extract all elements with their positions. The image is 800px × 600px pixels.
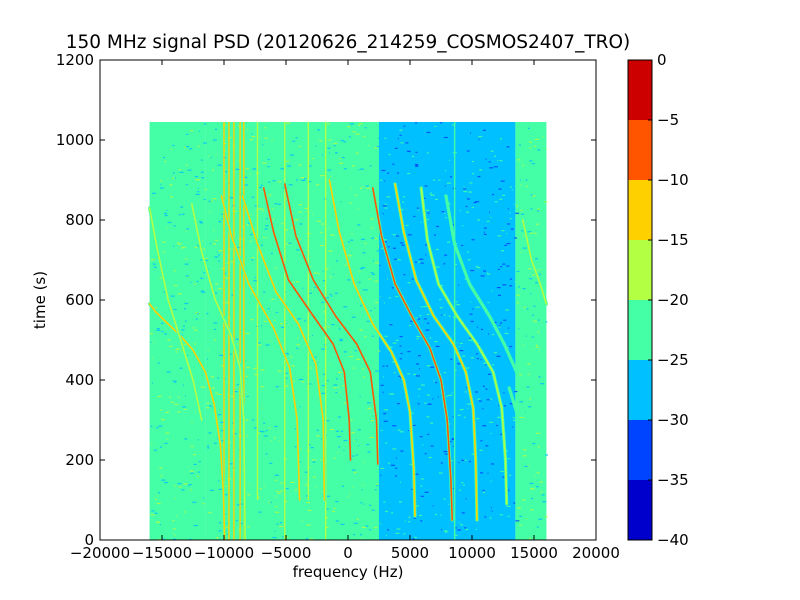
- y-tick-label: 800: [65, 211, 94, 229]
- x-tick-label: 0: [343, 544, 353, 562]
- y-tick-label: 0: [84, 531, 94, 549]
- y-axis: 0 200 400 600 800 1000 1200: [56, 51, 596, 549]
- y-tick-label: 1200: [56, 51, 94, 69]
- doppler-trace-6: [284, 183, 379, 465]
- doppler-trace-10: [420, 187, 508, 505]
- doppler-trace-1: [148, 207, 203, 421]
- x-axis: −20000 −15000 −10000 −5000 0 5000 10000 15000 20…: [70, 60, 620, 562]
- colorbar-tick-label: −30: [657, 411, 689, 429]
- x-tick-label: 10000: [448, 544, 496, 562]
- y-tick-label: 1000: [56, 131, 94, 149]
- colorbar-segment: [628, 300, 652, 360]
- x-tick-label: −20000: [70, 544, 130, 562]
- colorbar-tick-label: −10: [657, 171, 689, 189]
- doppler-trace-9: [394, 183, 478, 521]
- colorbar-tick-label: −20: [657, 291, 689, 309]
- colorbar-segment: [628, 180, 652, 240]
- y-tick-label: 400: [65, 371, 94, 389]
- colorbar-tick-label: 0: [657, 51, 667, 69]
- colorbar-tick-label: −5: [657, 111, 679, 129]
- x-tick-label: −10000: [194, 544, 254, 562]
- y-tick-label: 200: [65, 451, 94, 469]
- x-tick-label: 15000: [510, 544, 558, 562]
- colorbar-segment: [628, 60, 652, 120]
- colorbar-segment: [628, 360, 652, 420]
- y-tick-label: 600: [65, 291, 94, 309]
- colorbar-tick-label: −25: [657, 351, 689, 369]
- x-axis-label: frequency (Hz): [293, 563, 404, 581]
- background-region-3: [515, 122, 547, 540]
- doppler-trace-11: [445, 195, 533, 461]
- colorbar-tick-label: −40: [657, 531, 689, 549]
- colorbar-tick-label: −15: [657, 231, 689, 249]
- colorbar-segment: [628, 240, 652, 300]
- x-tick-label: 20000: [572, 544, 620, 562]
- doppler-trace-2: [191, 203, 246, 540]
- heatmap: [148, 122, 549, 540]
- x-tick-label: −15000: [132, 544, 192, 562]
- colorbar-segment: [628, 480, 652, 540]
- doppler-trace-0: [148, 303, 226, 540]
- doppler-trace-3: [220, 195, 301, 501]
- colorbar-tick-label: −35: [657, 471, 689, 489]
- doppler-trace-5: [262, 187, 352, 461]
- x-tick-label: 5000: [391, 544, 429, 562]
- doppler-trace-7: [328, 179, 416, 517]
- colorbar: 0 −5 −10 −15 −20 −25 −30 −35 −40: [627, 51, 689, 549]
- x-tick-label: −5000: [261, 544, 312, 562]
- doppler-trace-12: [522, 219, 548, 305]
- colorbar-segment: [628, 120, 652, 180]
- doppler-trace-4: [241, 195, 326, 501]
- colorbar-segment: [628, 420, 652, 480]
- background-region-2: [379, 122, 516, 540]
- y-axis-label: time (s): [31, 271, 49, 329]
- doppler-trace-8: [372, 187, 453, 521]
- chart-title: 150 MHz signal PSD (20120626_214259_COSM…: [66, 32, 631, 53]
- doppler-trace-13: [508, 387, 523, 441]
